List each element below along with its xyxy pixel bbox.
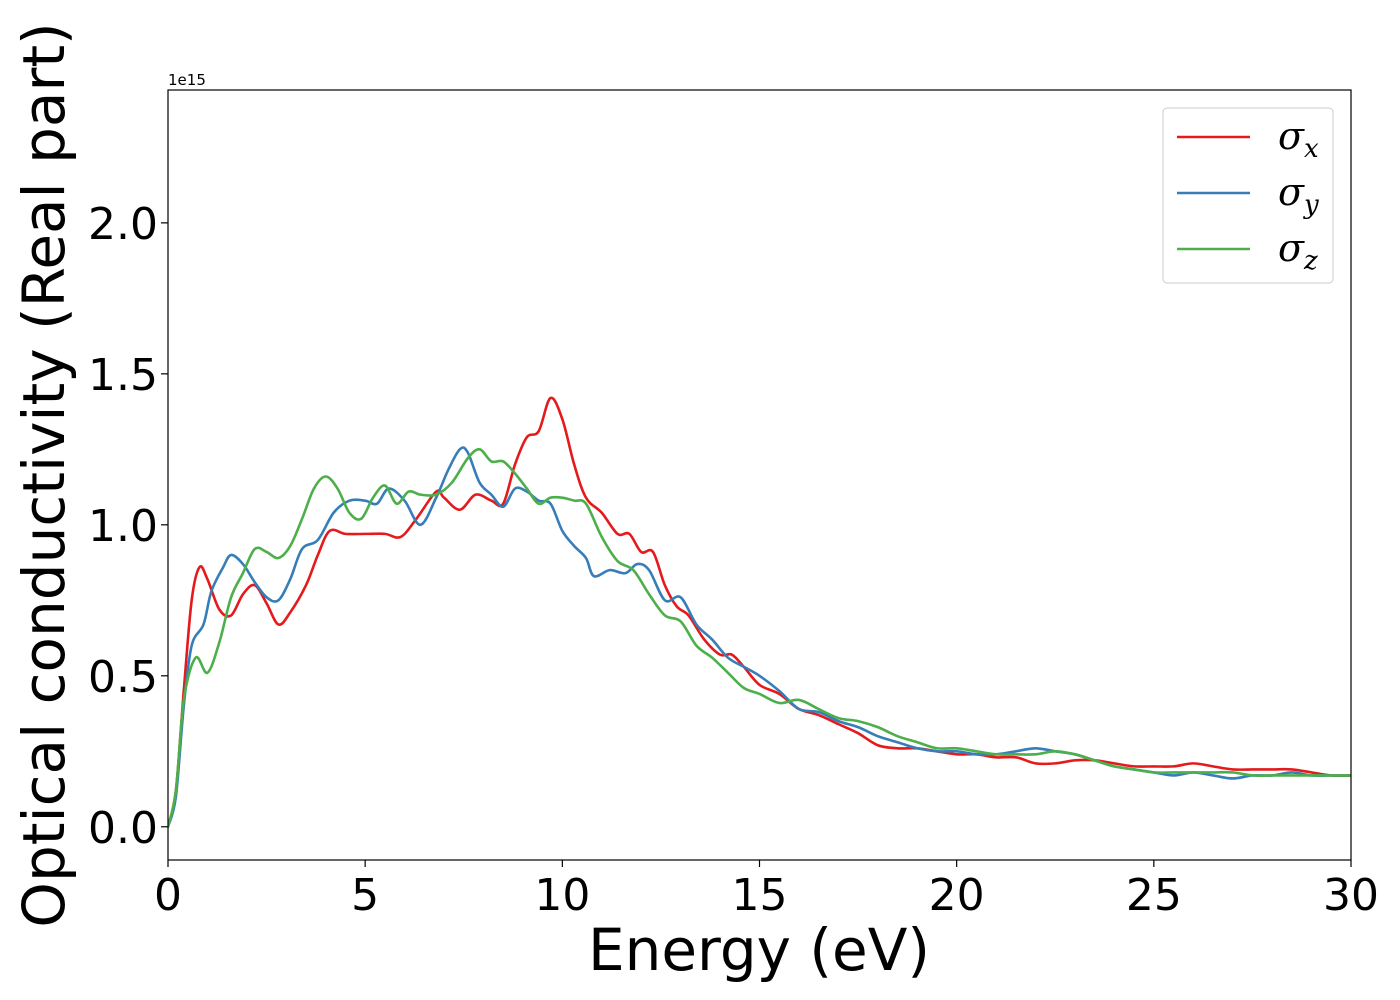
x-tick-label: 25 (1126, 870, 1182, 921)
x-tick-label: 20 (929, 870, 985, 921)
x-tick-label: 5 (351, 870, 379, 921)
legend-label-x: σx (1278, 114, 1319, 164)
y-tick-label: 2.0 (88, 199, 158, 250)
x-axis-label: Energy (eV) (588, 916, 930, 984)
y-axis: 0.0 0.5 1.0 1.5 2.0 (88, 199, 168, 854)
legend-label-z: σz (1278, 226, 1318, 276)
y-tick-label: 0.5 (88, 652, 158, 703)
x-tick-label: 10 (534, 870, 590, 921)
series-layer (168, 396, 1351, 829)
x-axis: 0 5 10 15 20 25 30 (154, 860, 1379, 921)
legend-label-y: σy (1278, 170, 1319, 220)
legend-box (1162, 107, 1334, 284)
legend: σx σy σz (1162, 107, 1334, 284)
y-tick-label: 1.0 (88, 501, 158, 552)
x-tick-label: 0 (154, 870, 182, 921)
series-line-z (168, 448, 1351, 829)
y-offset-text: 1e15 (168, 71, 206, 89)
x-tick-label: 15 (732, 870, 788, 921)
y-tick-label: 0.0 (88, 803, 158, 854)
x-tick-label: 30 (1323, 870, 1379, 921)
y-axis-label: Optical conductivity (Real part) (10, 22, 78, 927)
y-tick-label: 1.5 (88, 350, 158, 401)
